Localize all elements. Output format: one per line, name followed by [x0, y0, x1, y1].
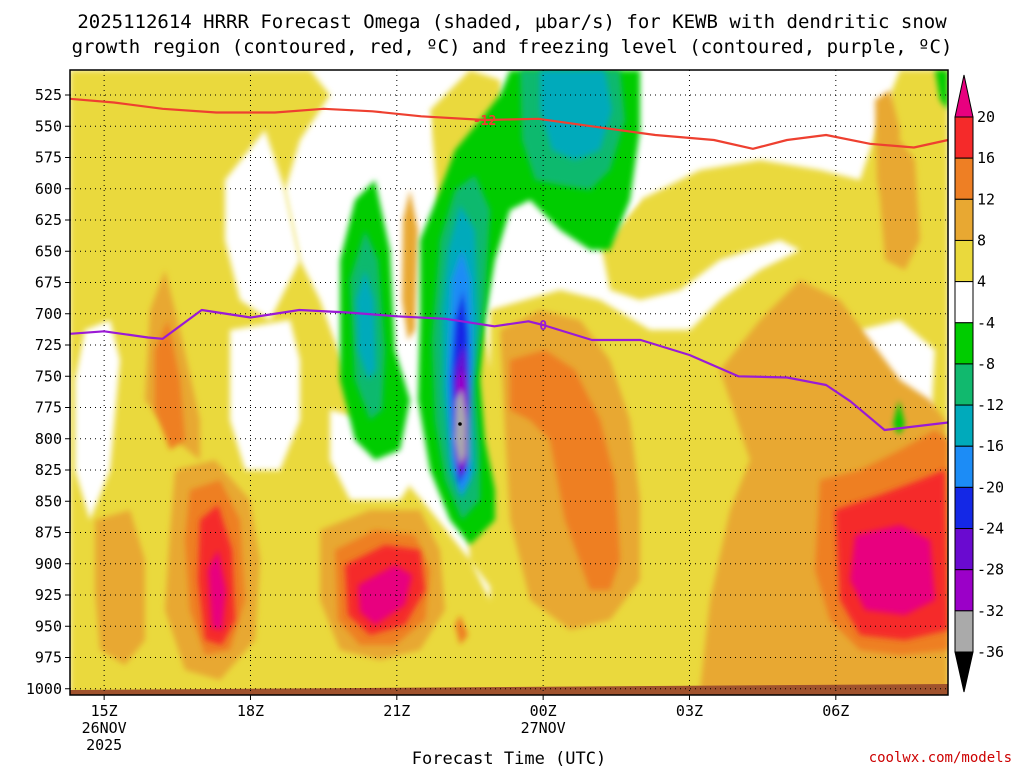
y-tick-label: 625 — [35, 211, 62, 229]
colorbar-swatch — [954, 322, 974, 365]
chart-title-line2: growth region (contoured, red, ºC) and f… — [72, 36, 953, 58]
x-tick-label: 18Z — [237, 702, 264, 720]
y-axis: 525 550 575 600 625 650 675 700 725 750 775 800 825 8… — [26, 86, 70, 698]
x-axis-label: Forecast Time (UTC) — [412, 749, 606, 768]
colorbar-swatch — [954, 445, 974, 488]
y-tick-label: 725 — [35, 336, 62, 354]
freezing-level-label: 0 — [539, 319, 547, 334]
colorbar-label: -28 — [977, 561, 1004, 579]
omega-minimum-dot — [458, 422, 462, 426]
y-tick-label: 650 — [35, 242, 62, 260]
colorbar-swatch — [954, 569, 974, 612]
colorbar-label: -20 — [977, 478, 1004, 496]
ground-strip — [70, 684, 948, 695]
y-tick-label: 825 — [35, 461, 62, 479]
x-tick-label: 03Z — [676, 702, 703, 720]
colorbar-swatch — [954, 610, 974, 653]
colorbar-label: -24 — [977, 520, 1004, 538]
colorbar-swatch — [954, 157, 974, 200]
omega-shading — [70, 70, 948, 695]
dgz-contour-label: -12 — [473, 114, 496, 129]
chart-title-line1: 2025112614 HRRR Forecast Omega (shaded, … — [77, 11, 947, 33]
colorbar-legend: 20 16 12 8 4 -4 -8 -12 -16 -20 -24 -28 -32 -36 — [954, 74, 1004, 693]
colorbar-swatch — [954, 239, 974, 283]
x-tick-date: 26NOV — [82, 719, 127, 737]
colorbar-swatch — [954, 116, 974, 159]
y-tick-label: 750 — [35, 367, 62, 385]
x-tick-year: 2025 — [86, 736, 122, 754]
colorbar-swatch — [954, 486, 974, 530]
plot-area: -12 0 — [69, 69, 949, 696]
y-tick-label: 775 — [35, 399, 62, 417]
x-tick-label: 15Z — [91, 702, 118, 720]
credit-text[interactable]: coolwx.com/models — [869, 750, 1012, 766]
colorbar-label: 8 — [977, 231, 986, 249]
colorbar-label: -8 — [977, 355, 995, 373]
colorbar-label: -4 — [977, 314, 995, 332]
colorbar-swatch — [954, 528, 974, 571]
y-tick-label: 925 — [35, 586, 62, 604]
x-tick-label: 00Z — [530, 702, 557, 720]
colorbar-label: 20 — [977, 108, 995, 126]
x-tick-label: 06Z — [822, 702, 849, 720]
y-tick-label: 975 — [35, 649, 62, 667]
x-tick-label: 21Z — [383, 702, 410, 720]
y-tick-label: 550 — [35, 117, 62, 135]
dgz-contour-line — [69, 97, 949, 150]
plot-frame — [69, 69, 949, 696]
gridlines — [70, 70, 948, 695]
y-tick-label: 600 — [35, 180, 62, 198]
y-tick-label: 950 — [35, 617, 62, 635]
y-tick-label: 525 — [35, 86, 62, 104]
colorbar-swatch — [954, 198, 974, 241]
contour-lines: -12 0 — [69, 97, 949, 432]
y-tick-label: 850 — [35, 492, 62, 510]
colorbar-top-triangle — [954, 74, 974, 118]
y-tick-label: 875 — [35, 524, 62, 542]
y-tick-label: 700 — [35, 305, 62, 323]
y-tick-label: 1000 — [26, 680, 62, 698]
y-tick-label: 900 — [35, 555, 62, 573]
y-tick-label: 675 — [35, 274, 62, 292]
freezing-level-contour-line — [69, 308, 949, 432]
colorbar-label: -16 — [977, 437, 1004, 455]
colorbar-label: 4 — [977, 273, 986, 291]
y-tick-label: 800 — [35, 430, 62, 448]
colorbar-swatch — [954, 363, 974, 406]
x-tick-date: 27NOV — [521, 719, 566, 737]
colorbar-label: -12 — [977, 396, 1004, 414]
colorbar-label: 16 — [977, 149, 995, 167]
y-tick-label: 575 — [35, 149, 62, 167]
colorbar-label: -36 — [977, 643, 1004, 661]
colorbar-swatch — [954, 281, 974, 324]
colorbar-bottom-triangle — [954, 651, 974, 693]
colorbar-swatch — [954, 404, 974, 447]
colorbar-label: 12 — [977, 190, 995, 208]
colorbar-label: -32 — [977, 602, 1004, 620]
